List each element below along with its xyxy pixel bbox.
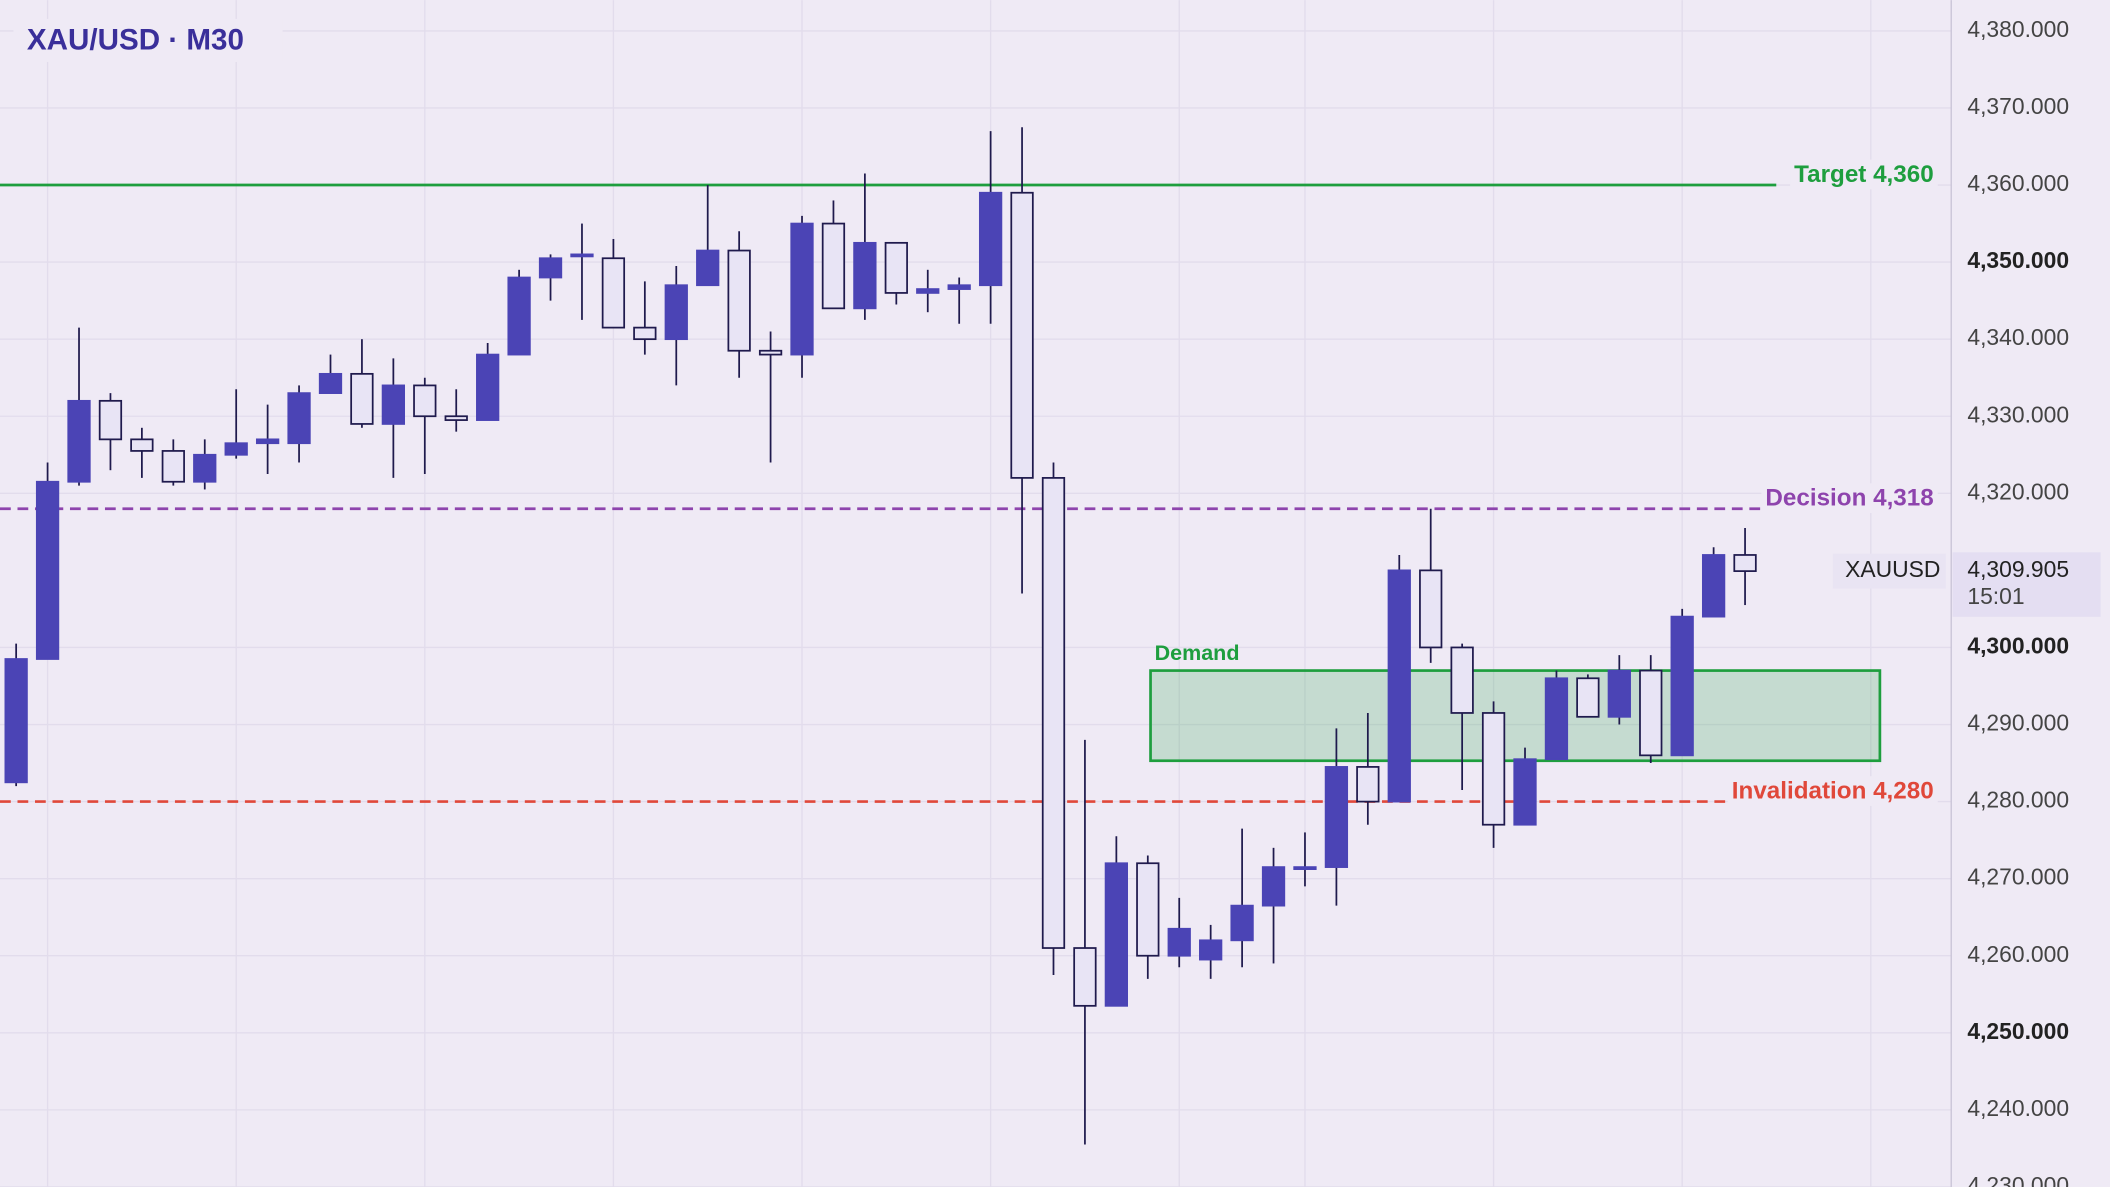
chart-title: XAU/USD · M30 [27, 24, 244, 57]
level-label: Target 4,360 [1794, 161, 1934, 188]
candle-body [1576, 677, 1600, 718]
y-tick-label: 4,290.000 [1967, 710, 2069, 736]
candle-body [1419, 569, 1443, 649]
candle-body [1450, 646, 1474, 714]
y-tick-label: 4,260.000 [1967, 941, 2069, 967]
candle-body [853, 241, 877, 310]
candle-body [224, 442, 248, 456]
candle-body [1167, 927, 1191, 957]
candle-body [287, 392, 311, 445]
last-price-label: 4,309.905 [1967, 556, 2069, 582]
y-tick-label: 4,320.000 [1967, 478, 2069, 504]
zone-label: Demand [1155, 641, 1240, 665]
candle-body [381, 384, 406, 425]
candle-body [1199, 939, 1223, 961]
y-tick-label: 4,270.000 [1967, 864, 2069, 890]
candle-body [67, 399, 91, 483]
symbol-label: XAUUSD [1845, 556, 1940, 582]
candle-body [1041, 477, 1066, 949]
candle-body [350, 372, 374, 425]
candle-body [1701, 554, 1726, 618]
y-tick-label: 4,280.000 [1967, 787, 2069, 813]
demand-zone [1149, 669, 1882, 763]
candle-body [570, 253, 594, 258]
candle-body [318, 372, 343, 394]
last-price-bg [1952, 552, 2101, 617]
symbol-bg [1832, 553, 1946, 589]
candle-body [193, 453, 217, 483]
candle-body [664, 284, 688, 341]
level-label-bg [1761, 483, 1938, 514]
candle-body [538, 257, 563, 279]
candle-body [1544, 677, 1569, 761]
level-label: Decision 4,318 [1765, 485, 1933, 512]
candle-body [1639, 669, 1663, 757]
candle-body [821, 222, 846, 310]
y-tick-label: 4,330.000 [1967, 401, 2069, 427]
candle-body [1104, 862, 1129, 1007]
candle-body [413, 384, 437, 418]
candle-body [696, 249, 720, 287]
candle-body [130, 438, 154, 452]
candle-body [1513, 758, 1537, 826]
candle-body [1670, 615, 1694, 757]
title-bg [13, 18, 283, 62]
candle-body [1230, 904, 1254, 942]
candle-body [633, 326, 657, 341]
level-label-bg [1790, 159, 1938, 190]
candle-body [1073, 947, 1097, 1007]
candle-body [476, 353, 500, 421]
y-tick-label: 4,370.000 [1967, 93, 2069, 119]
candle-body [507, 276, 531, 356]
candle-body [4, 658, 28, 784]
candle-body [1136, 862, 1160, 957]
candle-body [1607, 669, 1631, 718]
countdown: 15:01 [1967, 583, 2024, 609]
candle-body [35, 480, 60, 660]
y-tick-label: 4,250.000 [1967, 1018, 2069, 1044]
candle-body [727, 249, 751, 352]
y-tick-label: 4,340.000 [1967, 324, 2069, 350]
y-tick-label: 4,350.000 [1967, 247, 2069, 273]
candle-body [790, 222, 814, 356]
y-tick-label: 4,360.000 [1967, 170, 2069, 196]
candle-body [1733, 554, 1757, 572]
level-label-bg [1727, 776, 1938, 806]
candle-body [161, 450, 185, 483]
candle-body [1293, 866, 1317, 870]
candle-body [444, 415, 468, 421]
y-tick-label: 4,300.000 [1967, 632, 2069, 658]
candle-body [601, 257, 626, 329]
candle-body [98, 399, 123, 441]
candle-body [978, 191, 1003, 287]
candle-body [884, 241, 908, 294]
y-tick-label: 4,240.000 [1967, 1095, 2069, 1121]
candle-body [947, 284, 971, 290]
candle-body [758, 349, 783, 356]
candle-body [1010, 191, 1034, 479]
candle-body [916, 288, 940, 294]
level-label: Invalidation 4,280 [1732, 778, 1934, 805]
y-tick-label: 4,230.000 [1967, 1172, 2069, 1187]
y-tick-label: 4,380.000 [1967, 16, 2069, 42]
candle-body [1324, 766, 1349, 868]
candle-body [1387, 569, 1411, 803]
candle-body [1261, 866, 1286, 907]
candle-body [1356, 766, 1380, 803]
candle-body [1481, 712, 1506, 826]
candle-body [255, 438, 280, 445]
